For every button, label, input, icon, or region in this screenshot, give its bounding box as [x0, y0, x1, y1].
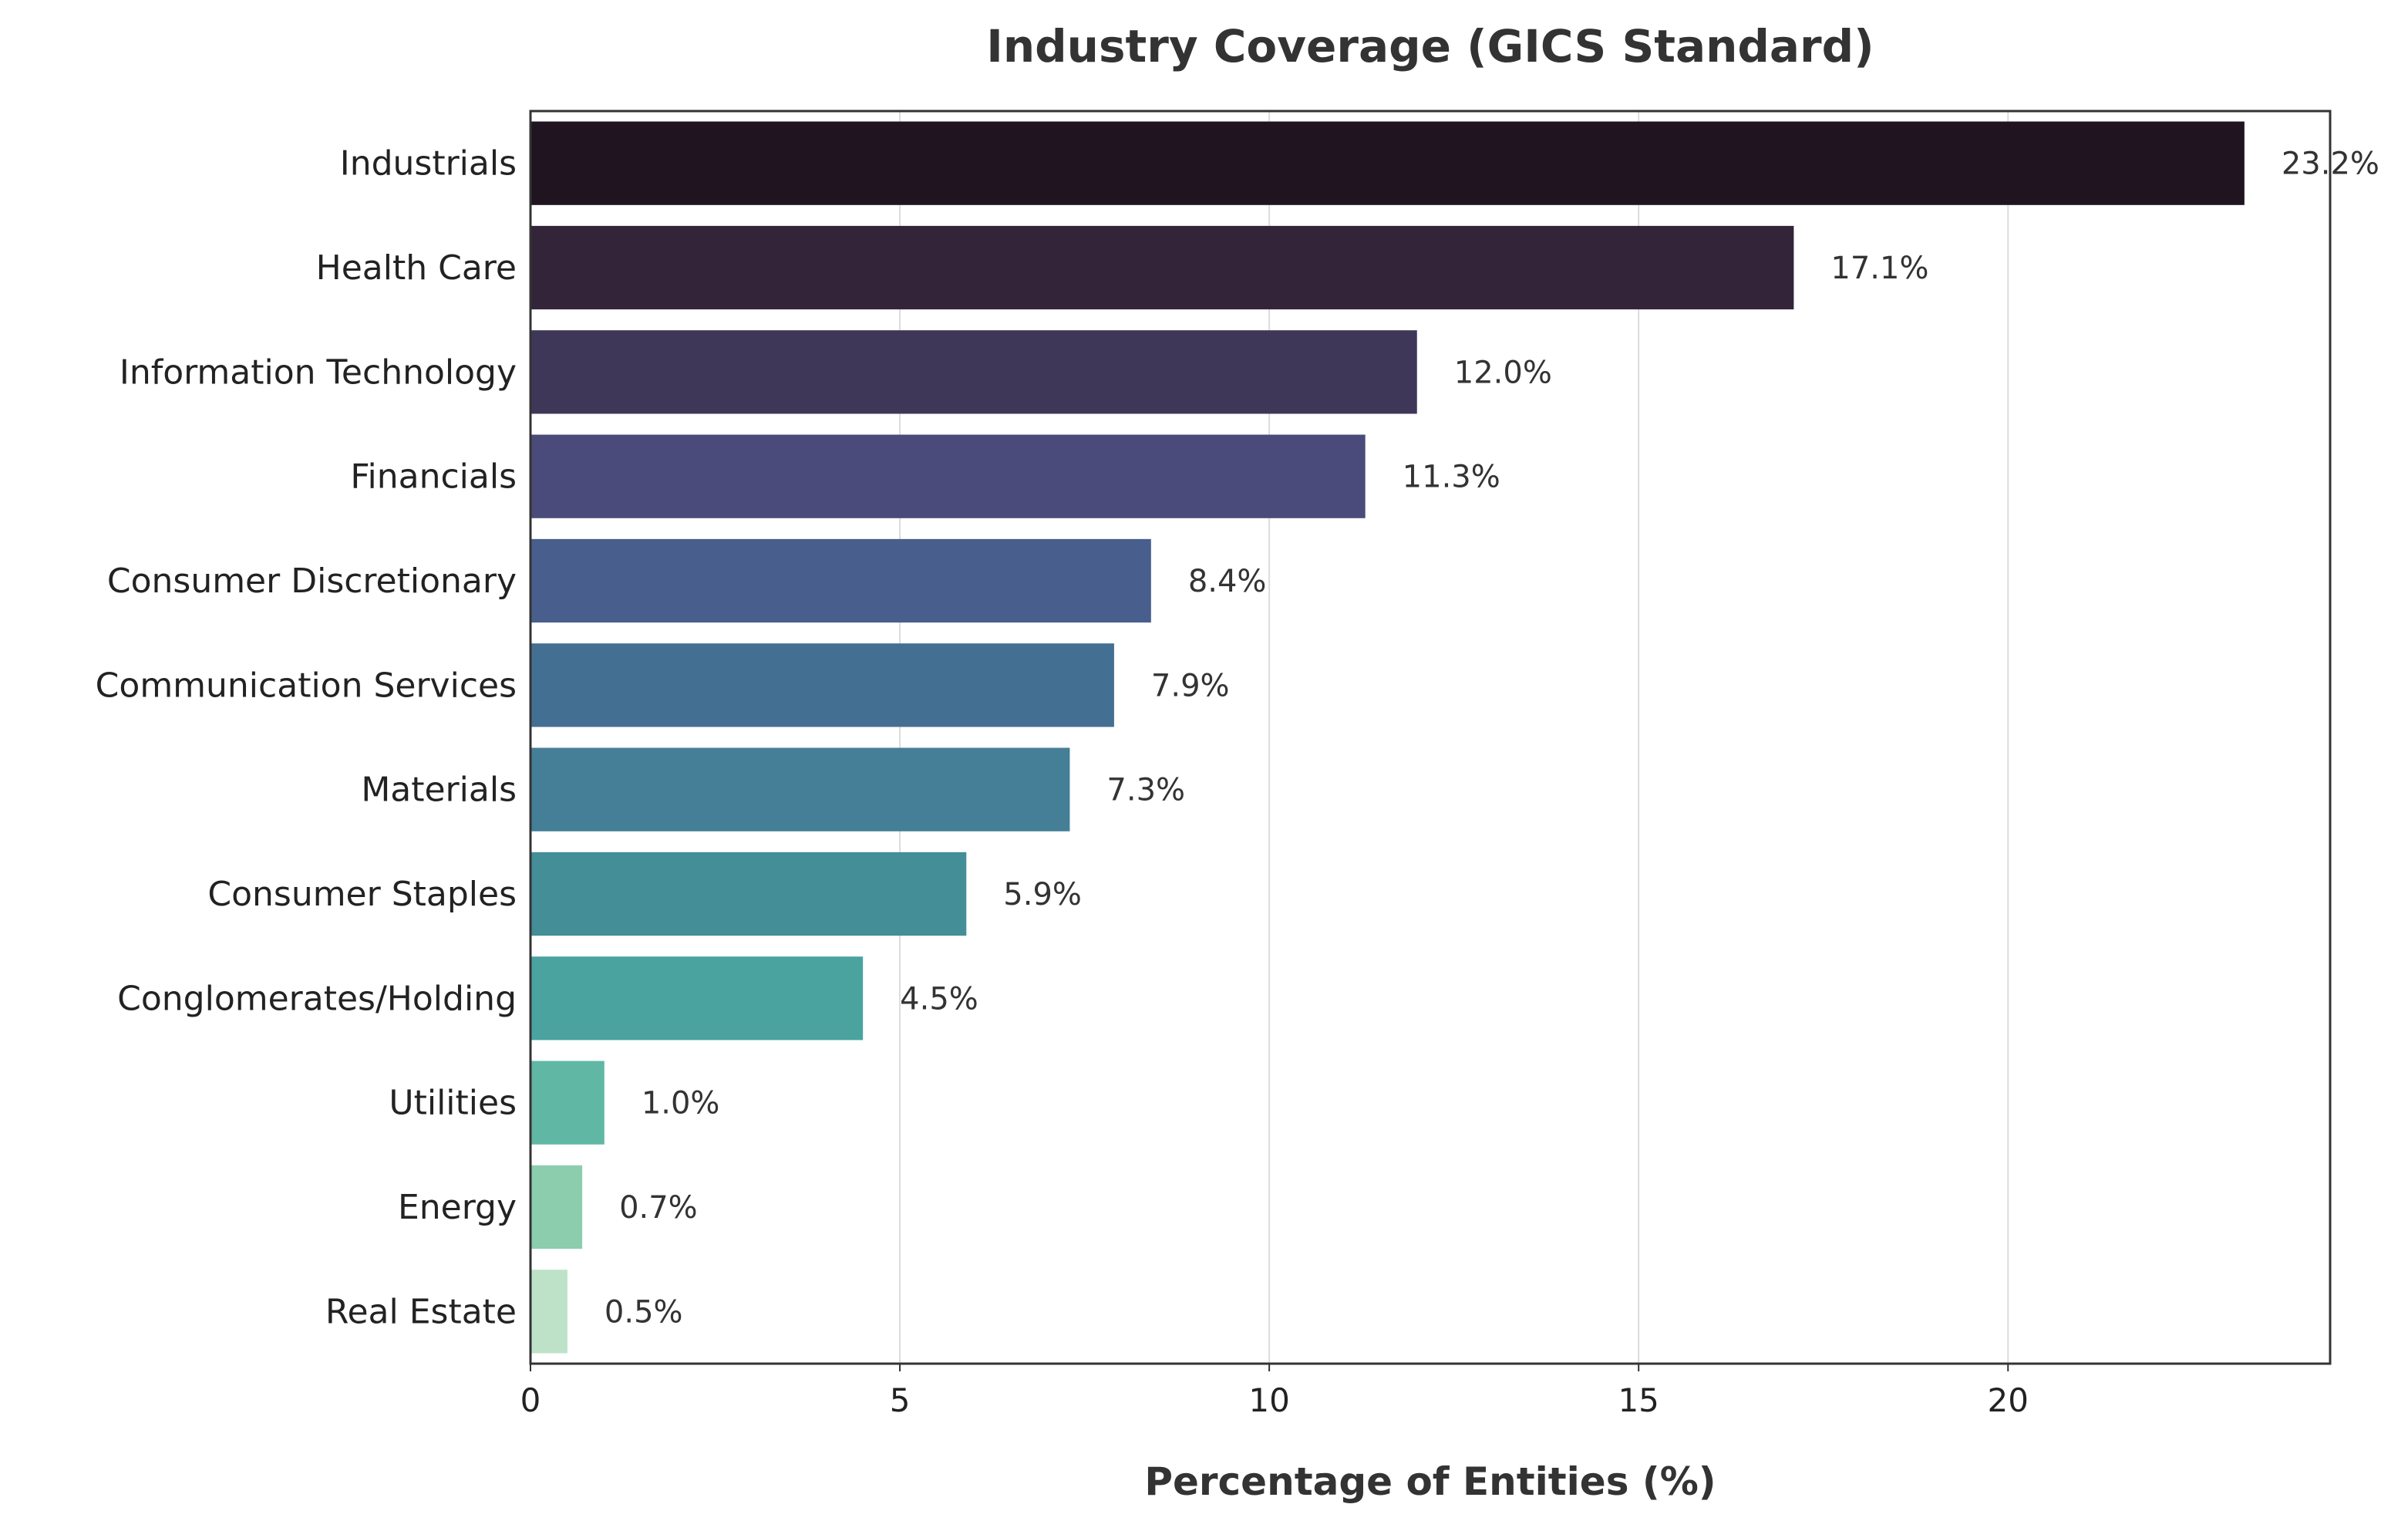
data-label: 11.3% [1403, 460, 1500, 495]
bar [530, 1165, 583, 1250]
data-label: 5.9% [1003, 877, 1082, 912]
data-label: 1.0% [642, 1086, 720, 1121]
y-tick-label: Energy [398, 1188, 517, 1227]
bar [530, 434, 1366, 518]
x-tick-label: 20 [1988, 1381, 2029, 1419]
data-label: 17.1% [1830, 251, 1928, 286]
data-label: 8.4% [1188, 564, 1267, 599]
y-tick-label: Conglomerates/Holding [117, 979, 517, 1018]
y-tick-label: Materials [361, 771, 517, 810]
y-tick-label: Communication Services [96, 666, 517, 705]
y-tick-label: Financials [350, 457, 517, 497]
data-label: 12.0% [1454, 355, 1552, 390]
chart-title: Industry Coverage (GICS Standard) [986, 20, 1874, 73]
bar [530, 747, 1070, 831]
data-label: 0.5% [605, 1294, 683, 1330]
x-tick-label: 15 [1618, 1381, 1659, 1419]
x-tick-label: 0 [520, 1381, 541, 1419]
bar [530, 956, 864, 1040]
bar [530, 1270, 567, 1354]
y-tick-label: Utilities [389, 1084, 517, 1123]
y-tick-label: Consumer Discretionary [107, 562, 517, 601]
y-tick-label: Information Technology [120, 352, 517, 392]
data-label: 23.2% [2282, 147, 2379, 182]
y-tick-label: Industrials [340, 144, 517, 184]
bar [530, 852, 967, 936]
bar [530, 225, 1794, 310]
bar [530, 121, 2245, 205]
bar [530, 538, 1151, 623]
bar [530, 330, 1417, 414]
data-label: 7.9% [1151, 668, 1230, 703]
data-label: 7.3% [1106, 773, 1185, 808]
plot-frame [529, 110, 2332, 1365]
x-axis-label: Percentage of Entities (%) [1144, 1459, 1716, 1504]
data-label: 4.5% [900, 981, 978, 1017]
bar [530, 643, 1114, 727]
data-label: 0.7% [619, 1190, 698, 1226]
y-tick-label: Health Care [316, 248, 517, 288]
bar [530, 1061, 605, 1145]
x-tick-label: 5 [890, 1381, 911, 1419]
y-tick-label: Real Estate [325, 1292, 517, 1331]
x-tick-label: 10 [1248, 1381, 1289, 1419]
y-tick-label: Consumer Staples [207, 875, 517, 914]
